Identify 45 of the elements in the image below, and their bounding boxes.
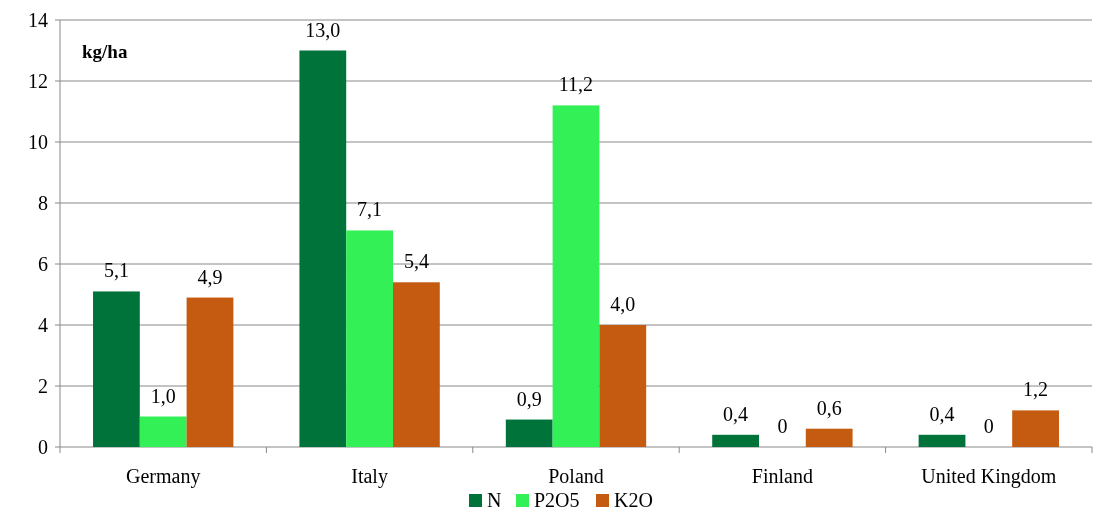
data-label: 0,9 xyxy=(516,387,542,410)
data-label: 0,6 xyxy=(816,396,842,419)
y-tick-label: 2 xyxy=(38,375,48,397)
x-tick-label: Finland xyxy=(751,465,813,487)
data-label: 1,0 xyxy=(150,384,176,407)
bar xyxy=(918,434,966,447)
data-label: 5,4 xyxy=(403,250,429,273)
data-label: 1,2 xyxy=(1023,378,1049,401)
bar xyxy=(346,230,393,447)
y-tick-label: 8 xyxy=(38,192,48,214)
x-tick-label: Italy xyxy=(351,465,388,488)
bar xyxy=(805,428,853,447)
legend-label: N xyxy=(487,489,502,511)
data-label: 7,1 xyxy=(357,198,383,221)
data-label: 0 xyxy=(983,415,994,437)
y-tick-label: 4 xyxy=(38,314,48,336)
bar xyxy=(1012,410,1059,447)
bar xyxy=(505,419,553,447)
data-label: 11,2 xyxy=(558,73,594,96)
y-axis-title: kg/ha xyxy=(82,41,128,62)
bar xyxy=(712,434,760,447)
x-tick-label: United Kingdom xyxy=(921,465,1057,488)
y-tick-label: 6 xyxy=(38,253,48,275)
data-label: 4,0 xyxy=(610,293,636,315)
data-label: 5,1 xyxy=(103,259,129,282)
y-tick-label: 12 xyxy=(28,70,48,92)
legend-label: K2O xyxy=(614,489,653,511)
bar xyxy=(299,50,347,447)
bar xyxy=(599,325,647,447)
x-tick-label: Poland xyxy=(548,465,604,487)
legend-label: P2O5 xyxy=(534,489,580,511)
y-tick-label: 0 xyxy=(38,436,48,458)
data-label: 4,9 xyxy=(197,265,223,288)
data-label: 13,0 xyxy=(305,18,341,41)
bar xyxy=(139,416,187,447)
data-label: 0,4 xyxy=(723,402,749,425)
bar xyxy=(186,297,234,447)
y-tick-label: 14 xyxy=(28,9,48,31)
bar xyxy=(552,105,600,447)
y-tick-label: 10 xyxy=(28,131,48,153)
bar xyxy=(392,282,440,447)
data-label: 0,4 xyxy=(929,402,955,425)
x-tick-label: Germany xyxy=(125,465,201,488)
data-label: 0 xyxy=(777,415,788,437)
bar xyxy=(93,291,140,447)
